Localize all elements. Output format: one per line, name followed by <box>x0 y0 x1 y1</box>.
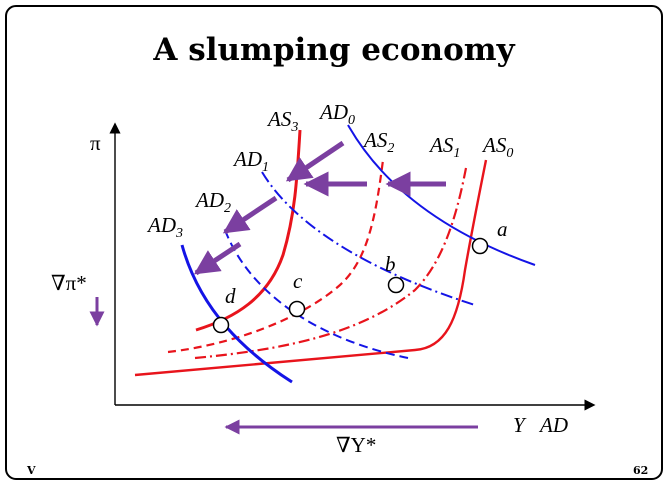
shift-arrows <box>89 140 478 435</box>
as-curve-2 <box>167 159 385 354</box>
point-b-marker <box>387 276 405 294</box>
output-change-label: ∇Y* <box>336 433 376 457</box>
footer-left: V <box>26 464 36 477</box>
ad-curve-1 <box>261 171 476 306</box>
ad2-label: AD2 <box>194 188 231 216</box>
ad1-label: AD1 <box>232 147 269 175</box>
point-b-label: b <box>385 252 396 276</box>
axes: π Y AD <box>90 122 596 437</box>
ad3-label: AD3 <box>146 213 183 241</box>
x-axis-label-ad: AD <box>538 413 568 437</box>
as2-label: AS2 <box>362 128 394 156</box>
ad-curve-0 <box>347 124 536 266</box>
point-c-marker <box>288 300 306 318</box>
ad-shift-arrow-1 <box>285 140 345 183</box>
as-curve-1 <box>194 167 468 360</box>
y-axis-label: π <box>90 131 101 155</box>
x-axis-label-y: Y <box>513 413 527 437</box>
point-c-label: c <box>293 269 303 293</box>
ad-curve-2 <box>224 229 409 359</box>
slide-frame <box>5 5 663 480</box>
page-number: 62 <box>633 464 648 477</box>
inflation-change-label: ∇π* <box>51 271 87 295</box>
point-a-marker <box>471 237 489 255</box>
ad-shift-arrow-3 <box>193 241 242 276</box>
as3-label: AS3 <box>266 107 298 135</box>
point-a-label: a <box>497 217 508 241</box>
point-d-label: d <box>225 284 236 308</box>
slide-title: A slumping economy <box>152 32 515 68</box>
as0-label: AS0 <box>481 133 513 161</box>
equilibrium-points: a b c d <box>212 217 508 334</box>
point-d-marker <box>212 316 230 334</box>
ad0-label: AD0 <box>318 100 355 128</box>
ad-labels: AD0 AD1 AD2 AD3 <box>146 100 355 241</box>
as1-label: AS1 <box>428 133 460 161</box>
ad-shift-arrow-2 <box>222 195 278 235</box>
as-labels: AS3 AS2 AS1 AS0 <box>266 107 513 161</box>
as-curve-0 <box>134 159 488 377</box>
